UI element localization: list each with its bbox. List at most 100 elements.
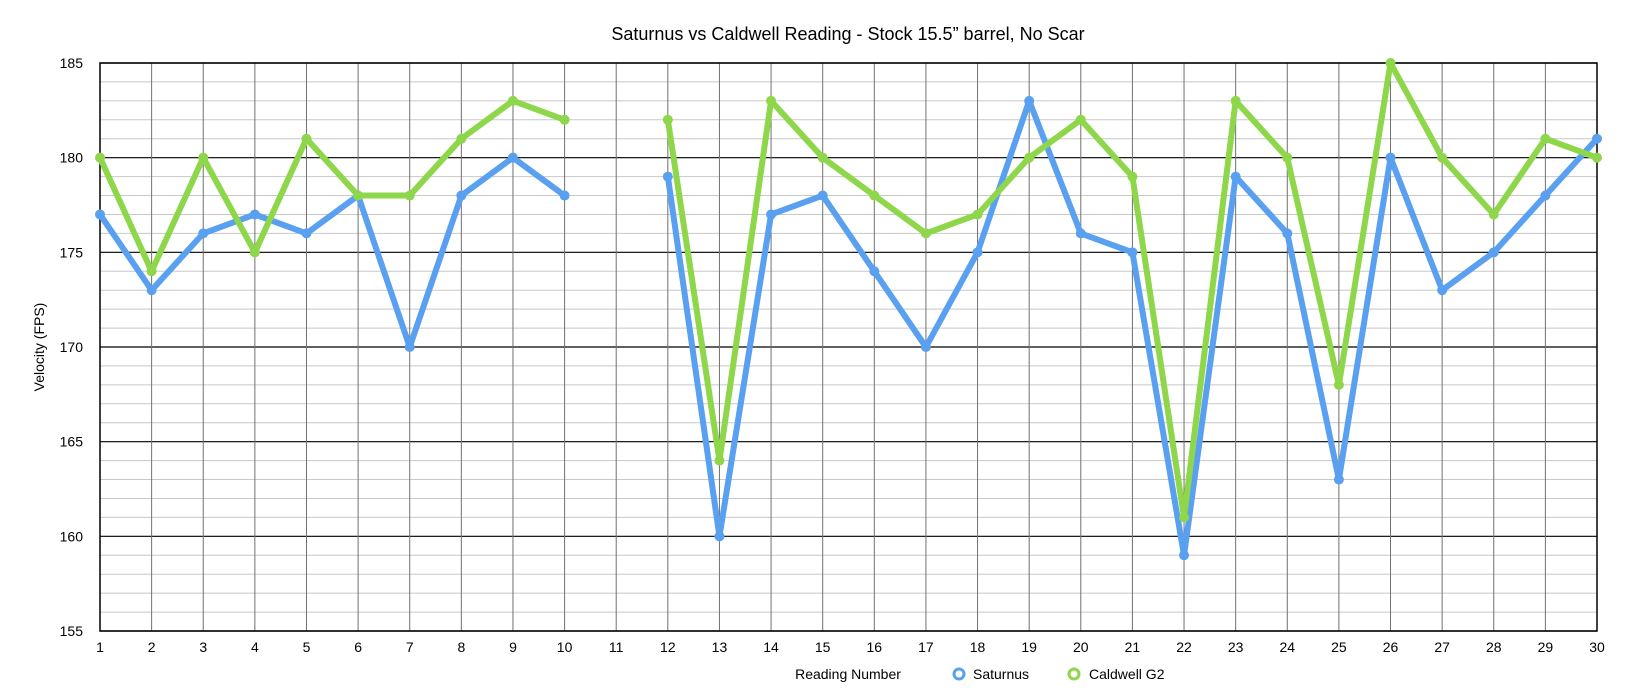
series-saturnus <box>95 95 1602 561</box>
x-tick-label: 28 <box>1486 639 1502 655</box>
data-point-saturnus <box>766 209 777 220</box>
data-point-caldwell-g2 <box>353 190 364 201</box>
y-tick-label: 180 <box>60 150 84 166</box>
y-tick-label: 165 <box>60 434 84 450</box>
x-tick-label: 16 <box>867 639 883 655</box>
data-point-saturnus <box>404 342 415 352</box>
data-point-caldwell-g2 <box>198 152 209 163</box>
data-point-caldwell-g2 <box>404 190 415 201</box>
x-tick-label: 1 <box>96 639 104 655</box>
data-point-saturnus <box>1179 550 1190 561</box>
y-tick-label: 175 <box>60 244 84 260</box>
x-tick-label: 18 <box>970 639 986 655</box>
x-tick-label: 7 <box>406 639 414 655</box>
x-tick-label: 15 <box>815 639 831 655</box>
data-point-caldwell-g2 <box>920 228 931 239</box>
legend-label-saturnus: Saturnus <box>973 666 1029 682</box>
data-point-caldwell-g2 <box>662 114 673 125</box>
x-tick-label: 30 <box>1589 639 1605 655</box>
x-tick-label: 23 <box>1228 639 1244 655</box>
data-point-caldwell-g2 <box>766 95 777 106</box>
data-point-caldwell-g2 <box>1437 152 1448 163</box>
data-point-caldwell-g2 <box>1592 152 1602 163</box>
legend: Reading Number Saturnus Caldwell G2 <box>795 666 1165 682</box>
x-tick-label: 14 <box>763 639 779 655</box>
data-point-saturnus <box>1127 247 1138 258</box>
x-tick-label: 10 <box>557 639 573 655</box>
data-point-saturnus <box>662 171 673 182</box>
series-caldwell-g2 <box>95 58 1602 523</box>
data-point-saturnus <box>817 190 828 201</box>
data-point-caldwell-g2 <box>1488 209 1499 220</box>
data-point-saturnus <box>1333 474 1344 485</box>
data-point-saturnus <box>301 228 312 239</box>
data-point-caldwell-g2 <box>559 114 570 125</box>
y-tick-labels: 155 160 165 170 175 180 185 <box>60 55 84 639</box>
chart-title: Saturnus vs Caldwell Reading - Stock 15.… <box>611 24 1084 44</box>
legend-marker-caldwell-g2 <box>1067 667 1081 681</box>
data-point-caldwell-g2 <box>714 455 725 466</box>
data-point-caldwell-g2 <box>1540 133 1551 144</box>
data-point-saturnus <box>1282 228 1293 239</box>
x-tick-label: 8 <box>457 639 465 655</box>
x-tick-label: 4 <box>251 639 259 655</box>
legend-item-caldwell-g2: Caldwell G2 <box>1067 666 1165 682</box>
data-point-saturnus <box>1540 190 1551 201</box>
data-point-caldwell-g2 <box>146 266 157 277</box>
x-tick-label: 27 <box>1434 639 1450 655</box>
minor-grid <box>100 81 1597 613</box>
data-point-caldwell-g2 <box>95 152 105 163</box>
data-point-caldwell-g2 <box>1024 152 1035 163</box>
x-tick-label: 2 <box>148 639 156 655</box>
data-point-saturnus <box>1024 95 1035 106</box>
data-point-caldwell-g2 <box>817 152 828 163</box>
data-point-saturnus <box>1075 228 1086 239</box>
y-axis-label: Velocity (FPS) <box>31 303 47 392</box>
y-tick-label: 170 <box>60 339 84 355</box>
data-point-caldwell-g2 <box>1385 58 1396 68</box>
legend-marker-saturnus <box>952 667 966 681</box>
data-point-saturnus <box>456 190 467 201</box>
x-tick-label: 9 <box>509 639 517 655</box>
x-tick-label: 25 <box>1331 639 1347 655</box>
data-point-saturnus <box>869 266 880 277</box>
series-layer <box>95 58 1602 561</box>
data-point-caldwell-g2 <box>1075 114 1086 125</box>
x-tick-label: 6 <box>354 639 362 655</box>
data-point-saturnus <box>146 285 157 296</box>
x-tick-label: 24 <box>1279 639 1295 655</box>
x-tick-label: 3 <box>199 639 207 655</box>
data-point-saturnus <box>95 209 105 220</box>
data-point-caldwell-g2 <box>1282 152 1293 163</box>
x-tick-label: 22 <box>1176 639 1192 655</box>
y-tick-label: 185 <box>60 55 84 71</box>
data-point-saturnus <box>249 209 260 220</box>
x-tick-label: 29 <box>1538 639 1554 655</box>
x-tick-label: 5 <box>303 639 311 655</box>
data-point-caldwell-g2 <box>456 133 467 144</box>
data-point-saturnus <box>714 531 725 542</box>
legend-item-saturnus: Saturnus <box>952 666 1029 682</box>
data-point-saturnus <box>198 228 209 239</box>
series-line-saturnus <box>97 154 568 350</box>
data-point-caldwell-g2 <box>1179 512 1190 523</box>
data-point-saturnus <box>559 190 570 201</box>
data-point-caldwell-g2 <box>249 247 260 258</box>
x-tick-label: 20 <box>1073 639 1089 655</box>
data-point-caldwell-g2 <box>869 190 880 201</box>
x-tick-labels: 1 2 3 4 5 6 7 8 9 10 11 12 13 14 15 16 17 18 19 20 21 22 23 24 2… <box>96 639 1605 655</box>
legend-label-caldwell-g2: Caldwell G2 <box>1089 666 1165 682</box>
x-tick-label: 13 <box>712 639 728 655</box>
x-tick-label: 19 <box>1021 639 1037 655</box>
series-line-caldwell-g2 <box>97 97 568 275</box>
data-point-caldwell-g2 <box>1333 379 1344 390</box>
x-tick-label: 21 <box>1125 639 1141 655</box>
y-tick-label: 155 <box>60 623 84 639</box>
data-point-caldwell-g2 <box>972 209 983 220</box>
data-point-saturnus <box>1385 152 1396 163</box>
data-point-saturnus <box>1230 171 1241 182</box>
data-point-saturnus <box>507 152 518 163</box>
x-axis-label: Reading Number <box>795 666 901 682</box>
data-point-saturnus <box>920 342 931 352</box>
data-point-saturnus <box>1488 247 1499 258</box>
